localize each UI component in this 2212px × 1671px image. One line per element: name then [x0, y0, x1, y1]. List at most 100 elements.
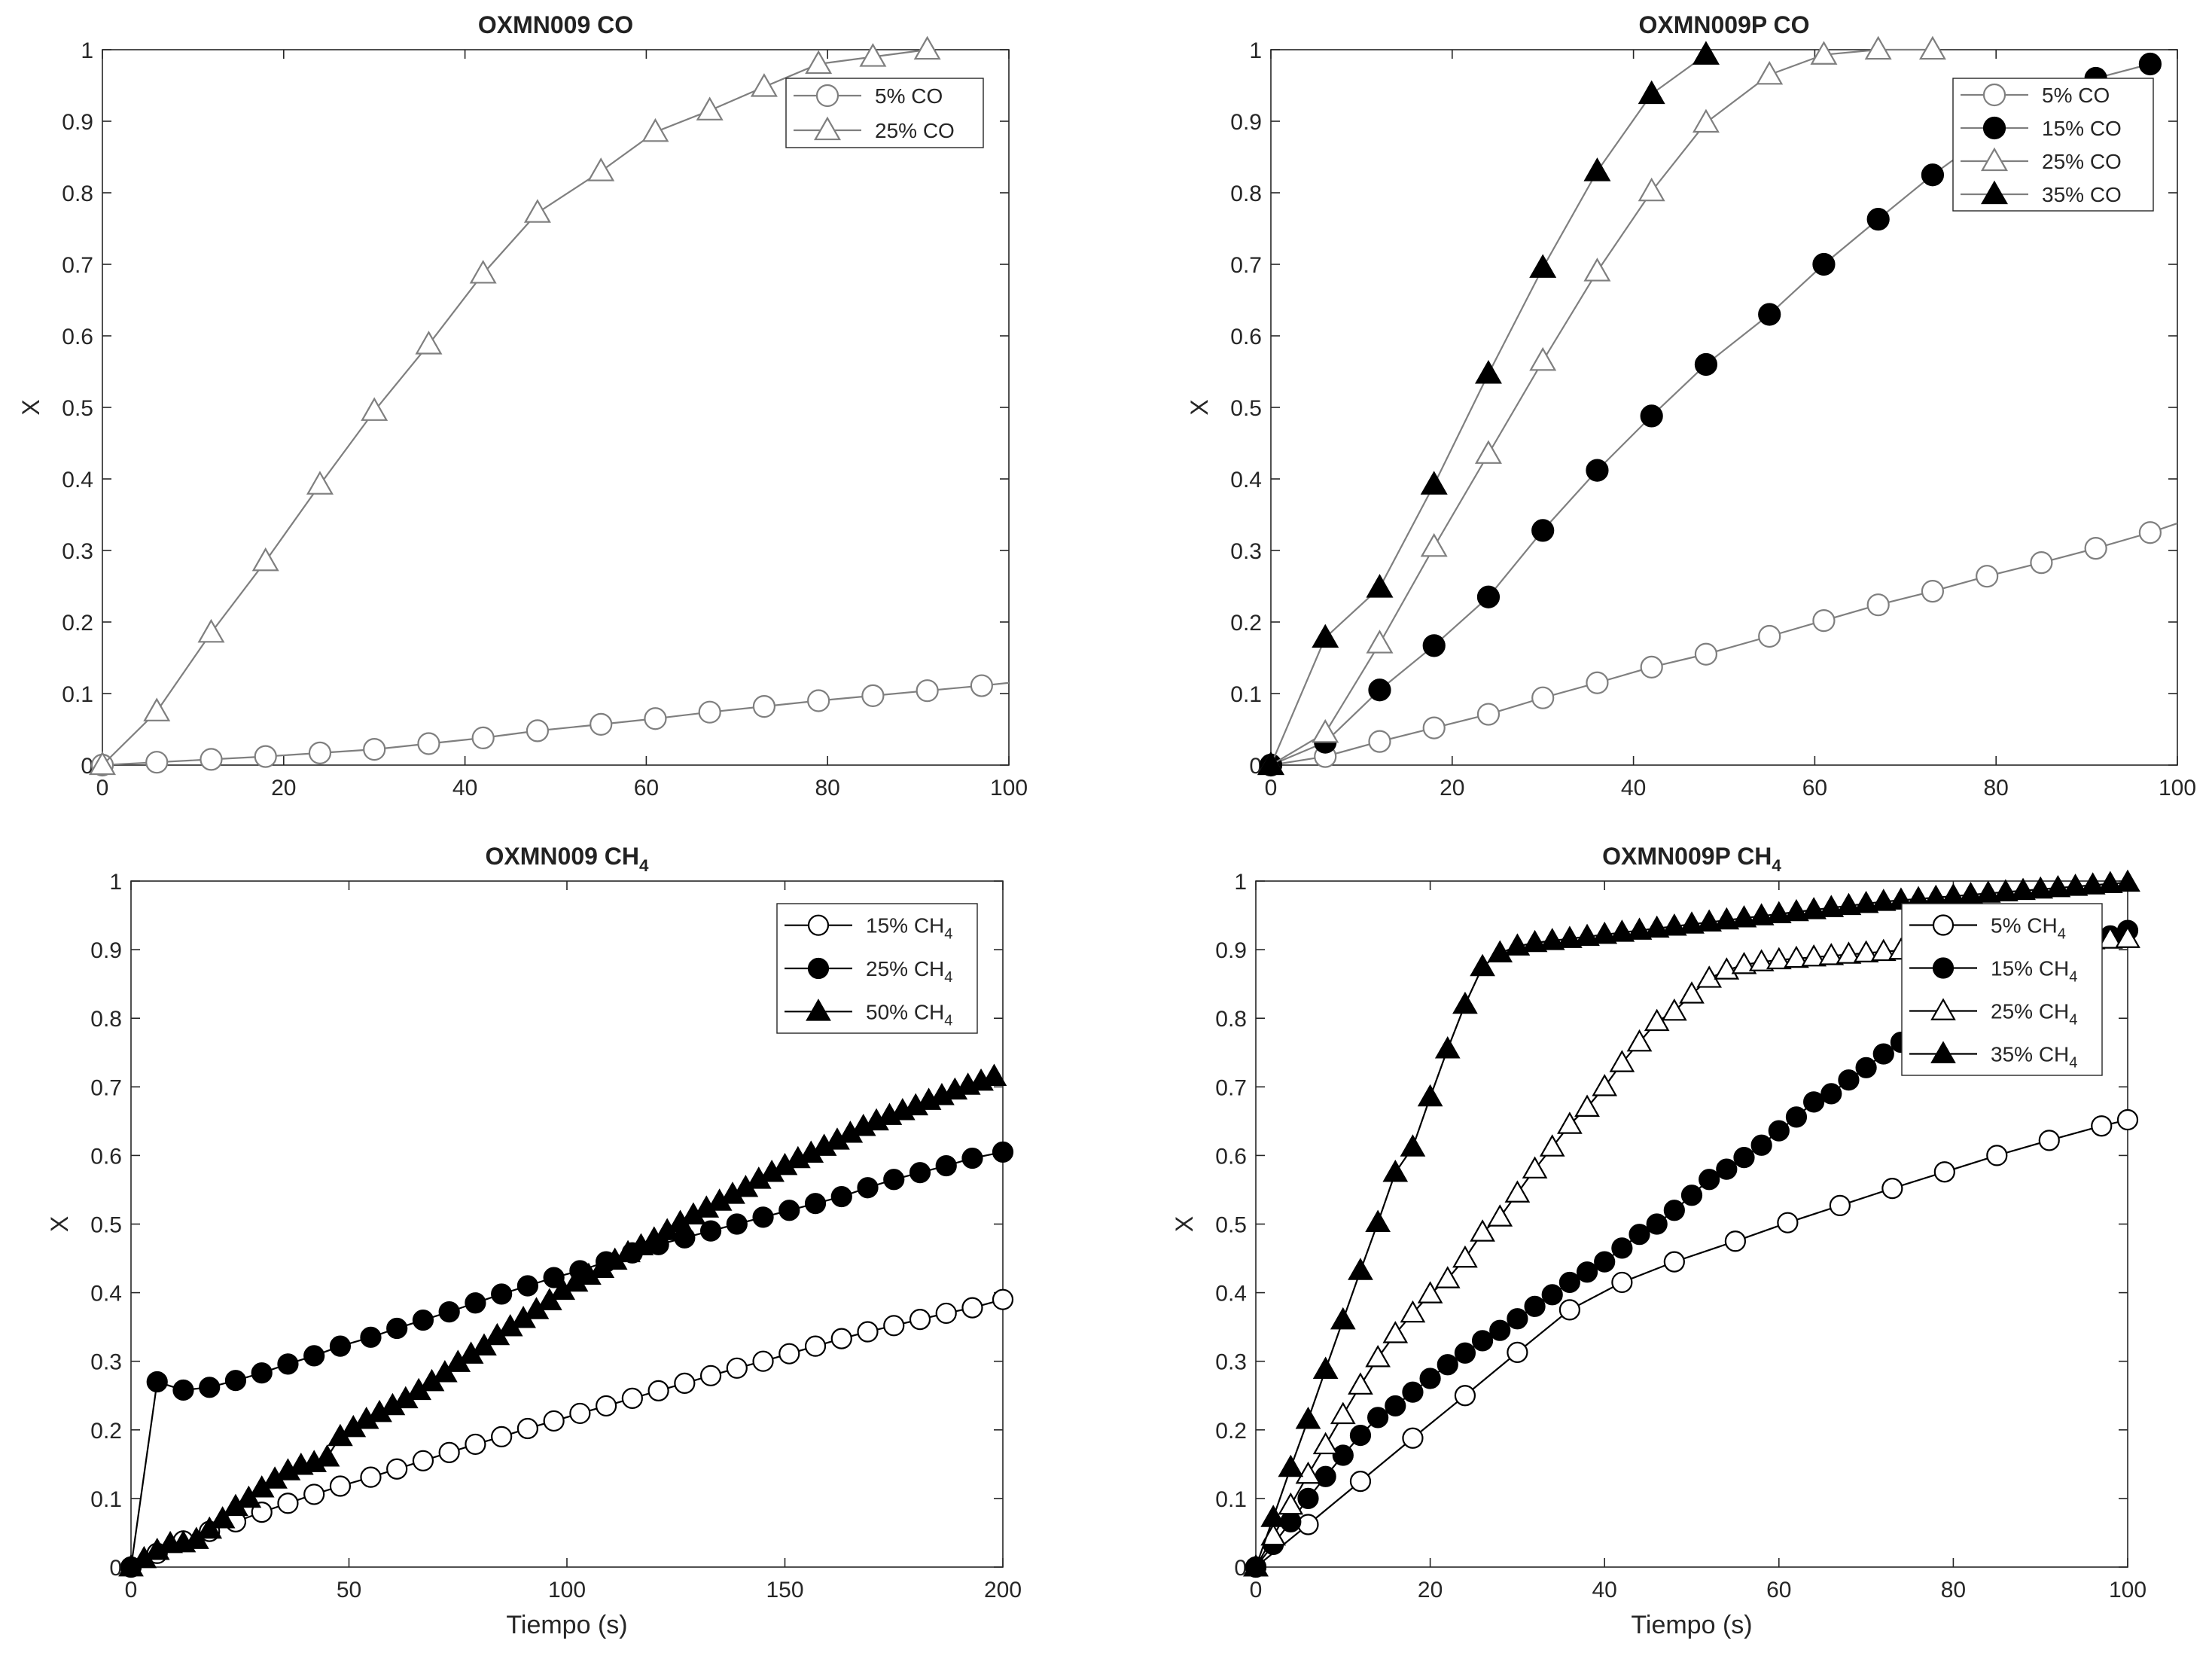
chart-4-series-35-ch4-point	[1539, 928, 1565, 950]
chart-4-series-15-ch4-point	[1594, 1251, 1616, 1273]
chart-4-series-35-ch4-point	[1487, 940, 1513, 962]
chart-3-series-50-ch4-point	[981, 1063, 1007, 1086]
chart-3: OXMN009 CH4 0 0.1 0.2 0.3 0.4 0.5 0.6 0.7 0.8 0.9 1…	[46, 843, 1022, 1639]
chart-1-legend-entry-25-co-label: 25% CO	[875, 119, 955, 142]
chart-2-series-15-co-point	[1422, 634, 1446, 657]
chart-4-series-15-ch4-point	[1820, 1083, 1842, 1105]
chart-4-series-35-ch4-point	[1836, 892, 1862, 916]
chart-3-series-15-ch4-point	[621, 1387, 643, 1409]
chart-4-series-15-ch4-point	[1367, 1407, 1389, 1429]
chart-3-series-15-ch4-point	[360, 1466, 382, 1488]
chart-2-series-25-co-point	[1756, 60, 1784, 85]
chart-2-series-35-co-point	[1312, 624, 1339, 648]
chart-4-series-25-ch4-point	[1504, 1180, 1531, 1203]
chart-1-series-25-co-point	[251, 547, 279, 572]
chart-3-series-15-ch4-point	[303, 1483, 325, 1505]
chart-2-series-5-co-point	[1531, 686, 1555, 709]
chart-2-ytick-label: 0.8	[1230, 181, 1262, 206]
chart-3-series-15-ch4-point	[438, 1441, 460, 1463]
chart-1-legend-entry-5-co-label: 5% CO	[875, 84, 943, 108]
chart-1-ytick-label: 0.8	[62, 181, 93, 206]
chart-2-xtick-label: 100	[2159, 776, 2196, 800]
chart-2-series-25-co-point	[1420, 532, 1448, 557]
chart-4-series-25-ch4-point	[1609, 1050, 1635, 1072]
chart-2-legend-entry-25-co-label: 25% CO	[2042, 150, 2122, 173]
chart-3-series-15-ch4-point	[412, 1450, 434, 1471]
chart-4-series-15-ch4-point	[1524, 1295, 1546, 1317]
chart-2-legend-entry-15-co-marker	[1982, 116, 2006, 140]
chart-3-series-25-ch4-point	[199, 1377, 221, 1398]
chart-3-series-50-ch4-point	[314, 1444, 340, 1467]
chart-4-ylabel: X	[1171, 1216, 1198, 1232]
chart-4-series-15-ch4-point	[1611, 1237, 1633, 1259]
chart-4-series-35-ch4-point	[1714, 907, 1740, 930]
chart-4: OXMN009P CH4 0 0.1 0.2 0.3 0.4 0.5 0.6 0.7 0.8 0.9…	[1171, 843, 2146, 1639]
chart-1-xtick-label: 100	[990, 776, 1028, 800]
chart-2-xtick-label: 40	[1621, 776, 1646, 800]
chart-3-series-15-ch4-point	[883, 1315, 905, 1337]
chart-2-series-5-co-point	[1866, 593, 1890, 617]
chart-4-series-25-ch4-point	[1417, 1281, 1443, 1304]
chart-4-series-15-ch4-point	[1838, 1069, 1860, 1091]
chart-4-series-5-ch4-point	[2038, 1130, 2060, 1151]
chart-2-ylabel: X	[1186, 399, 1213, 415]
chart-4-series-15-ch4-point	[1349, 1424, 1372, 1447]
chart-1-series-25-co-point	[361, 397, 388, 421]
chart-4-series-35-ch4-point	[1295, 1406, 1321, 1429]
chart-4-legend-entry-25-ch4-label: 25% CH4	[1991, 1000, 2077, 1029]
chart-2-legend-entry-15-co: 15% CO	[1961, 116, 2122, 140]
chart-3-series-25-ch4-point	[491, 1283, 513, 1305]
chart-1-ytick-label: 0.9	[62, 110, 93, 135]
chart-3-series-25-ch4-point	[857, 1177, 879, 1199]
chart-1-series-25-co-point	[750, 73, 778, 97]
chart-3-legend-entry-25-ch4-label: 25% CH4	[866, 957, 952, 986]
chart-4-legend-entry-35-ch4-label: 35% CH4	[1991, 1043, 2077, 1072]
chart-4-title: OXMN009P CH4	[1602, 843, 1781, 875]
chart-4-series-5-ch4-point	[1297, 1514, 1319, 1535]
chart-2-legend-entry-5-co-label: 5% CO	[2042, 84, 2110, 107]
chart-2-series-5-co-point	[1921, 580, 1945, 603]
chart-3-series-25-ch4-point	[277, 1353, 299, 1375]
chart-3-series-25-ch4-point	[699, 1220, 722, 1242]
chart-4-series-35-ch4-point	[1557, 925, 1583, 948]
chart-3-series-50-ch4	[118, 1063, 1007, 1577]
chart-1-ytick-label: 0.1	[62, 682, 93, 707]
chart-2-series-15-co-point	[2138, 52, 2162, 76]
chart-1-series-5-co-point	[471, 726, 495, 750]
chart-3-series-25-ch4-point	[909, 1162, 931, 1184]
chart-2-legend-entry-35-co: 35% CO	[1961, 180, 2122, 206]
chart-1-series-25-co-point	[696, 96, 724, 120]
chart-4-legend-entry-15-ch4-label: 15% CH4	[1991, 957, 2077, 986]
chart-2-series-25-co-point	[1583, 258, 1611, 282]
chart-1-series-5-co-point	[916, 679, 939, 703]
chart-3-xtick-label: 100	[548, 1578, 586, 1602]
chart-4-series-35-ch4-point	[1574, 923, 1600, 947]
chart-4-series-35-ch4-point	[1609, 919, 1635, 942]
chart-3-series-15-ch4-point	[596, 1395, 617, 1417]
chart-1-series-25-co-point	[805, 50, 833, 75]
chart-4-series-15-ch4-point	[1558, 1271, 1580, 1294]
chart-3-legend-entry-25-ch4-marker	[807, 957, 830, 980]
chart-2: OXMN009P CO 0 0.1 0.2 0.3 0.4 0.5 0.6 0.7 0.8 0.9 1…	[1186, 11, 2196, 800]
chart-3-series-15-ch4-point	[778, 1343, 800, 1365]
chart-3-series-25-ch4-line	[131, 1151, 1003, 1567]
chart-4-series-5-ch4-point	[2091, 1115, 2113, 1137]
chart-2-ytick-label: 0.1	[1230, 682, 1262, 707]
chart-4-legend-entry-5-ch4: 5% CH4	[1909, 914, 2066, 943]
chart-4-series-35-ch4-point	[1434, 1036, 1461, 1059]
chart-4-series-35-ch4-point	[1330, 1307, 1356, 1330]
chart-4-legend-entry-35-ch4: 35% CH4	[1909, 1041, 2077, 1072]
chart-3-series-25-ch4-point	[935, 1154, 957, 1177]
chart-4-series-35-ch4-point	[2079, 872, 2106, 895]
chart-4-series-35-ch4-point	[1278, 1454, 1304, 1477]
chart-4-series-25-ch4-point	[1801, 944, 1827, 967]
chart-2-series-25-co-point	[1474, 440, 1502, 464]
chart-4-series-25-ch4-point	[1853, 940, 1879, 962]
chart-3-series-15-ch4-point	[726, 1357, 748, 1379]
chart-3-series-15-ch4-point	[516, 1417, 538, 1440]
chart-4-xtick-label: 20	[1418, 1578, 1443, 1602]
chart-2-series-35-co-point	[1366, 574, 1394, 598]
chart-1-series-5-co-point	[363, 737, 386, 761]
chart-1-series-25-co-point	[913, 35, 941, 60]
chart-2-series-5-co-point	[2138, 521, 2162, 544]
